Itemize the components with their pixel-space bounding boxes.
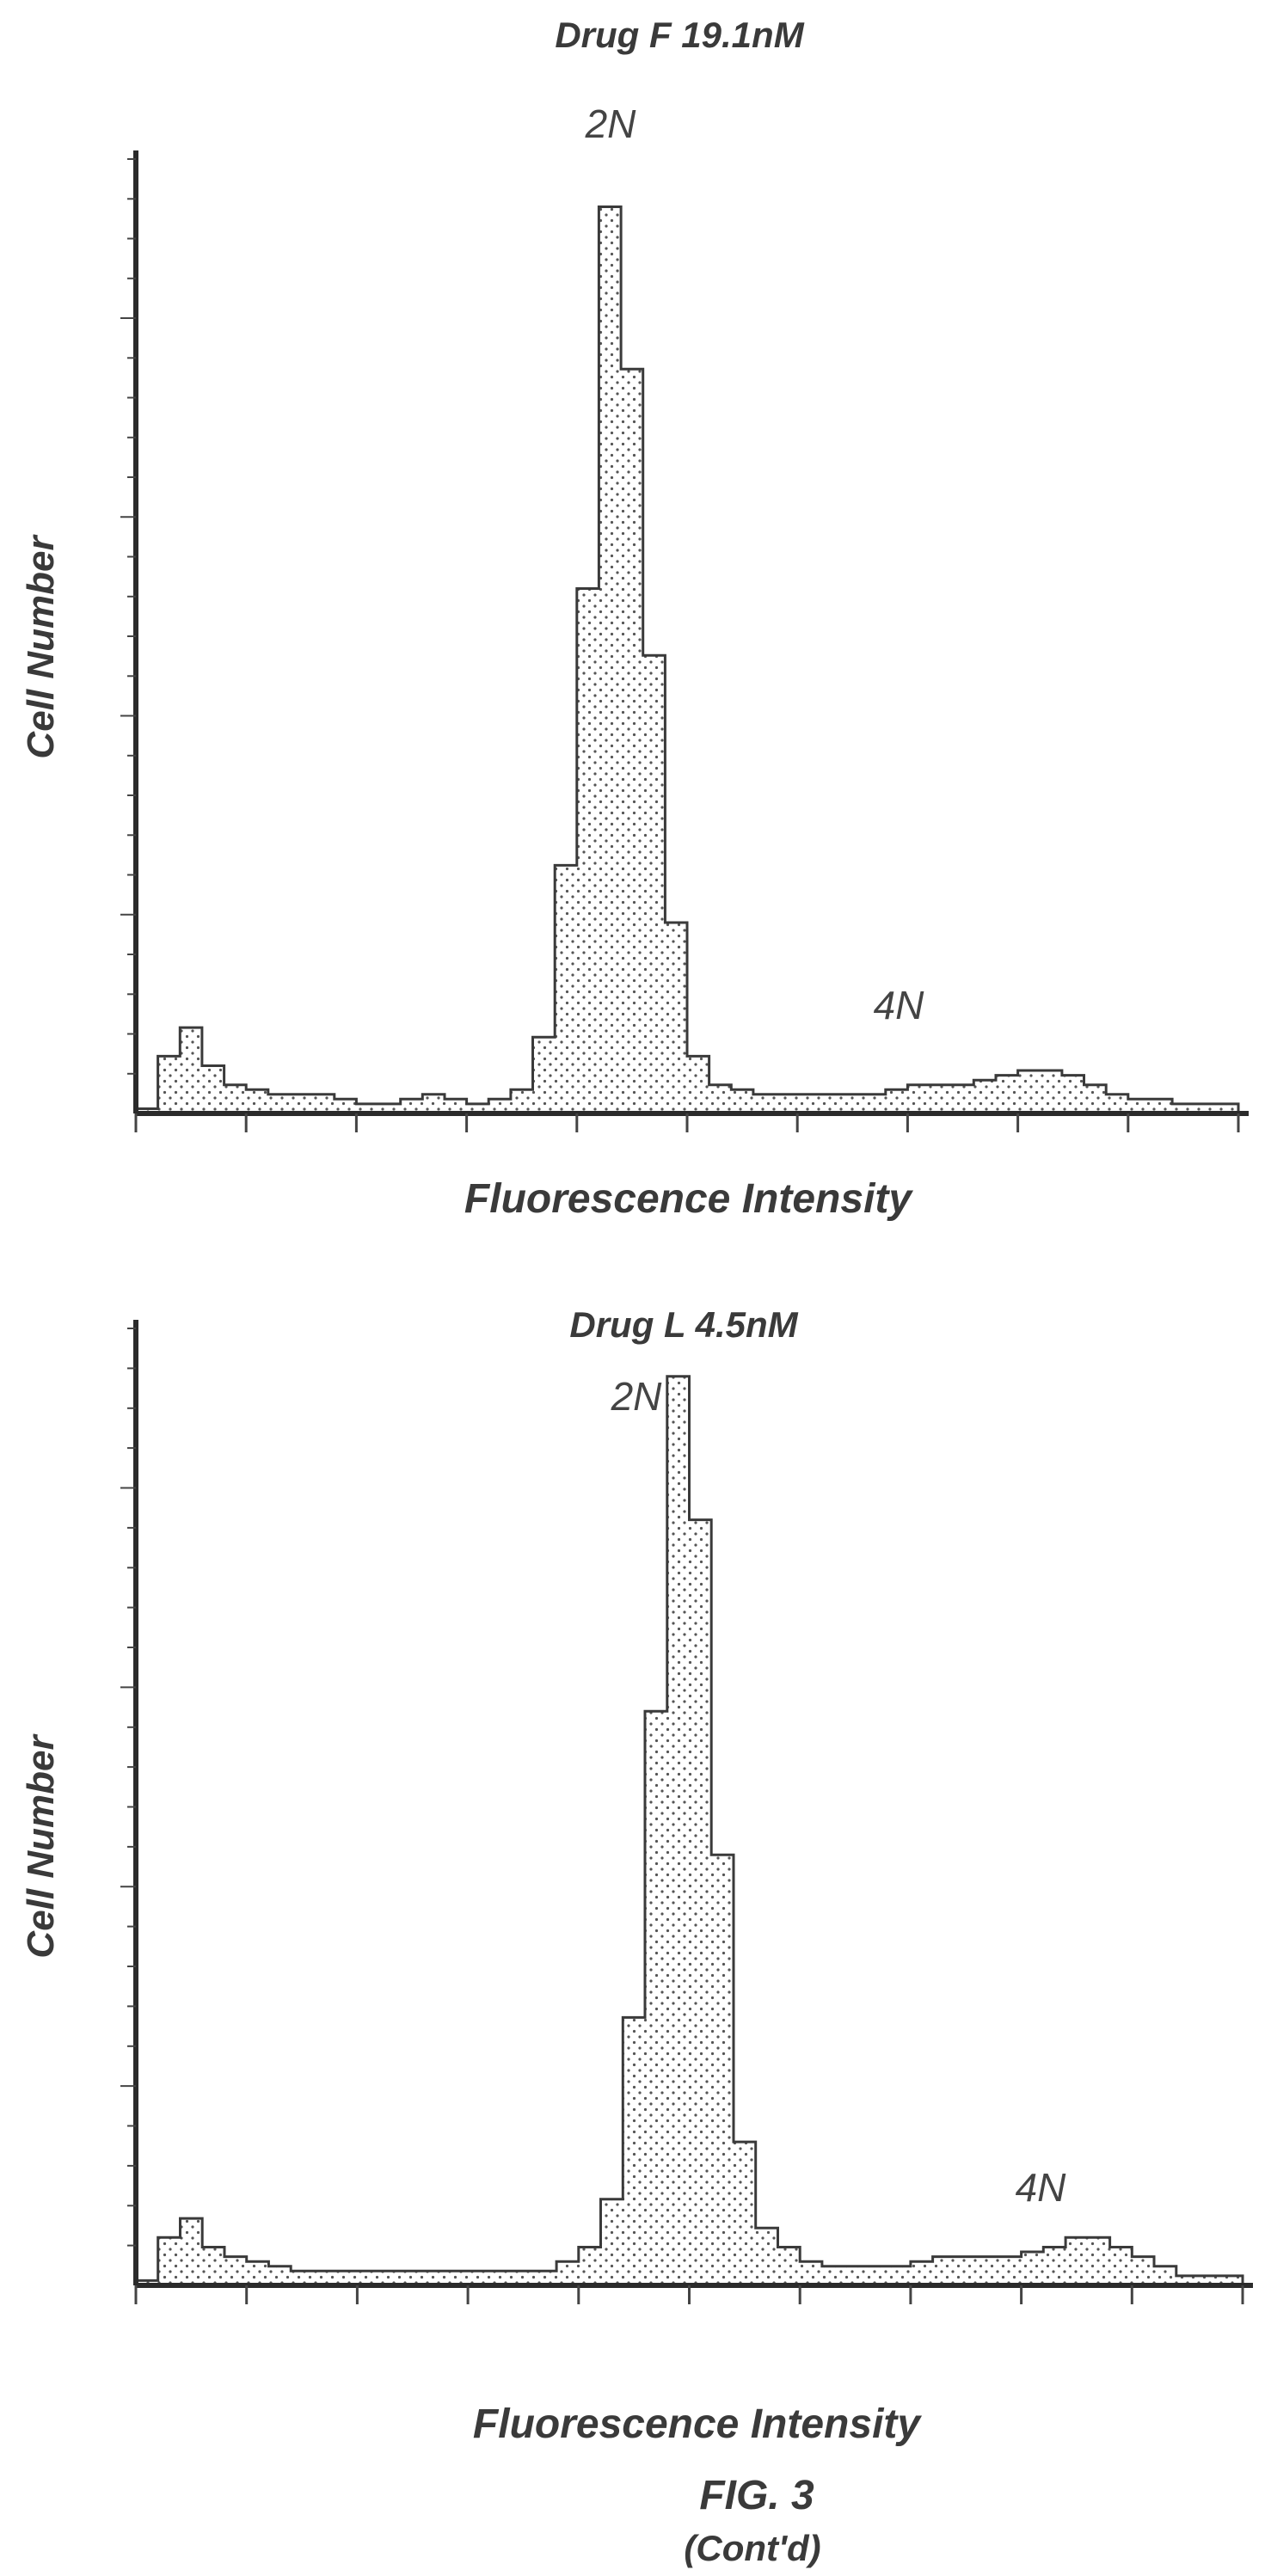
peak-label-2n: 2N [611,1374,663,1419]
histogram-panel-drug-f: Drug F 19.1nM 2N 4N Cell Number Fluoresc… [20,15,1249,1222]
axes [120,150,1249,1132]
histogram-area [134,1375,1244,2287]
peak-label-2n: 2N [585,101,637,146]
histogram-marks [134,205,1240,1115]
axes [120,1320,1253,2304]
histogram-panel-drug-l: Drug L 4.5nM 2N 4N Cell Number Fluoresce… [20,1304,1253,2447]
peak-label-4n: 4N [874,983,925,1027]
chart-title: Drug L 4.5nM [569,1304,798,1345]
y-axis-label: Cell Number [20,1733,62,1959]
x-axis-label: Fluorescence Intensity [464,1176,913,1222]
x-axis-label: Fluorescence Intensity [473,2401,922,2447]
figure-continued-label: (Cont'd) [684,2528,820,2568]
histogram-area [134,205,1240,1115]
histogram-marks [134,1375,1244,2287]
chart-title: Drug F 19.1nM [555,15,804,55]
y-axis-label: Cell Number [20,534,62,759]
figure-label: FIG. 3 [699,2473,814,2518]
peak-label-4n: 4N [1016,2165,1067,2210]
